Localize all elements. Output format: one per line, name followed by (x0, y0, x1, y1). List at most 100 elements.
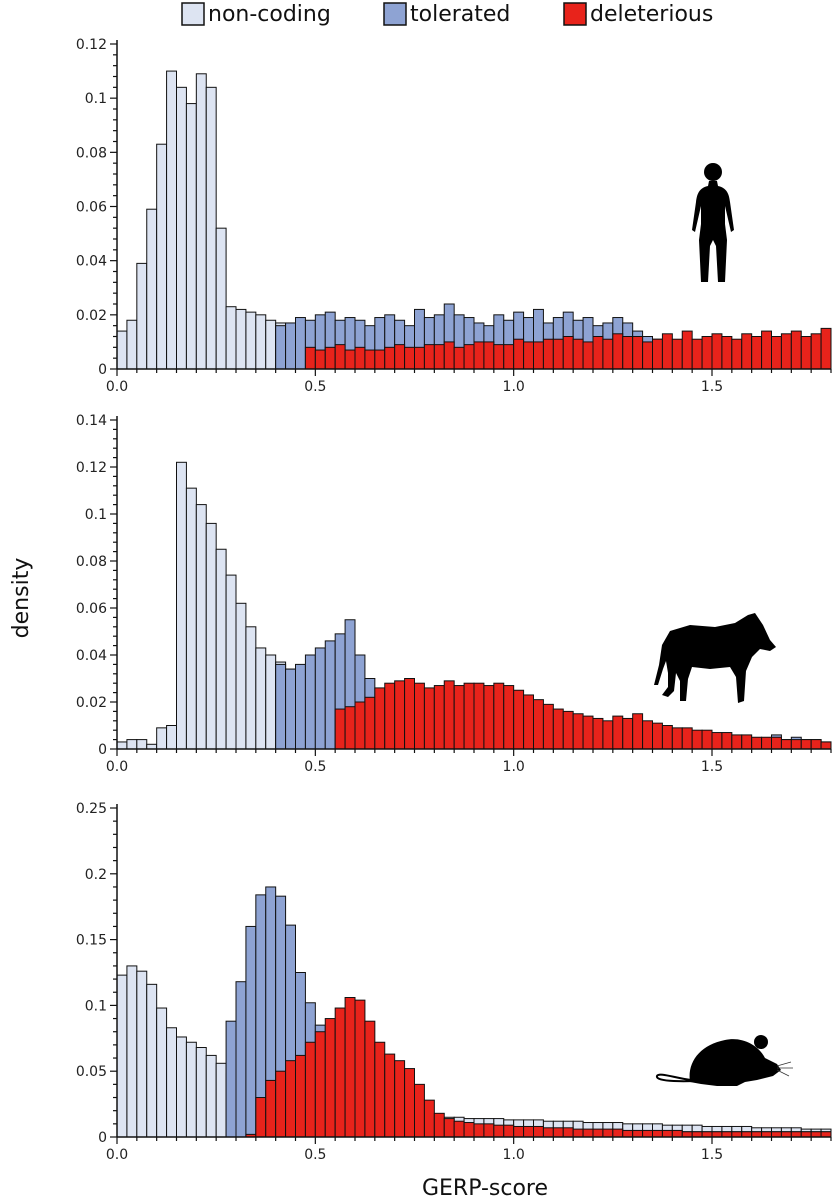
x-tick-label: 0.0 (106, 1147, 128, 1163)
bar-deleterious (731, 338, 743, 370)
bar-tolerated (295, 317, 306, 370)
x-tick-label: 1.5 (701, 759, 723, 775)
bar-deleterious (503, 344, 515, 370)
bar-deleterious (612, 1128, 624, 1138)
legend-swatch-tolerated (383, 2, 407, 26)
bar-deleterious (314, 1031, 326, 1138)
bar-deleterious (652, 1129, 663, 1138)
bar-deleterious (503, 1124, 515, 1138)
bar-deleterious (780, 1131, 792, 1138)
bar-deleterious (433, 685, 445, 750)
bar-non-coding (116, 974, 128, 1138)
bar-tolerated (295, 663, 306, 750)
bar-deleterious (265, 1079, 277, 1138)
legend-swatch-deleterious (563, 2, 587, 26)
legend-item-non-coding: non-coding (181, 2, 331, 27)
bar-non-coding (156, 1007, 168, 1138)
bar-deleterious (394, 1060, 406, 1138)
bar-deleterious (533, 1125, 544, 1138)
bar-non-coding (195, 73, 207, 370)
bar-deleterious (691, 1131, 703, 1138)
series-deleterious (245, 997, 832, 1138)
y-tick-label: 0.04 (76, 254, 107, 270)
bar-deleterious (453, 1120, 465, 1138)
bar-non-coding (245, 311, 257, 370)
bar-non-coding (195, 504, 207, 750)
panel-mouse: 0.0 0.5 1.0 1.5 0 0.05 0.1 0.15 0.2 0.25 (76, 801, 832, 1163)
bar-non-coding (205, 1054, 217, 1138)
legend-label-non-coding: non-coding (208, 2, 331, 27)
bar-non-coding (205, 522, 217, 750)
bar-deleterious (483, 1123, 495, 1138)
bar-deleterious (632, 336, 644, 370)
bar-deleterious (622, 1129, 634, 1138)
bar-deleterious (582, 341, 594, 370)
bar-deleterious (761, 1131, 773, 1138)
bar-deleterious (374, 687, 386, 750)
bar-deleterious (523, 1125, 535, 1138)
bar-deleterious (453, 346, 465, 370)
y-tick-label: 0.25 (76, 801, 107, 817)
bar-deleterious (731, 734, 743, 750)
bar-deleterious (741, 333, 753, 370)
bar-non-coding (146, 983, 158, 1138)
bar-deleterious (820, 741, 832, 750)
bar-non-coding (166, 70, 178, 370)
bar-non-coding (235, 308, 247, 370)
bar-non-coding (265, 319, 277, 370)
bar-deleterious (324, 1018, 336, 1138)
bar-deleterious (562, 710, 574, 750)
bar-deleterious (671, 727, 683, 750)
human-silhouette-icon (692, 163, 734, 282)
bar-deleterious (473, 341, 485, 370)
bar-non-coding (245, 626, 257, 750)
bar-deleterious (513, 1125, 525, 1138)
y-tick-label: 0.15 (76, 933, 107, 949)
bar-deleterious (533, 699, 544, 750)
bar-deleterious (493, 682, 505, 750)
bar-deleterious (661, 1129, 673, 1138)
bar-deleterious (800, 336, 812, 370)
bar-deleterious (711, 1131, 723, 1138)
bar-deleterious (721, 336, 733, 370)
bar-deleterious (523, 694, 535, 750)
x-ticks: 0.0 0.5 1.0 1.5 (106, 369, 832, 395)
y-tick-label: 0.14 (76, 413, 107, 429)
bar-deleterious (681, 330, 693, 370)
bar-non-coding (185, 1041, 197, 1138)
bar-non-coding (185, 103, 197, 370)
y-tick-label: 0.1 (85, 91, 107, 107)
bar-deleterious (433, 1112, 445, 1138)
bar-deleterious (344, 706, 356, 750)
x-tick-label: 1.0 (503, 1147, 525, 1163)
bar-deleterious (612, 333, 624, 370)
bar-deleterious (592, 717, 604, 750)
bar-deleterious (423, 344, 435, 370)
bar-deleterious (354, 999, 366, 1138)
bar-deleterious (780, 739, 792, 750)
series-deleterious (334, 678, 832, 750)
bars-wolf (116, 461, 832, 750)
bar-non-coding (185, 487, 197, 750)
x-tick-label: 0.5 (304, 759, 326, 775)
bar-deleterious (642, 341, 654, 370)
bar-deleterious (741, 1131, 753, 1138)
bar-deleterious (771, 336, 782, 370)
bar-deleterious (364, 349, 376, 370)
y-tick-label: 0.02 (76, 308, 107, 324)
x-ticks: 0.0 0.5 1.0 1.5 (106, 749, 832, 775)
bar-deleterious (404, 678, 415, 750)
y-tick-label: 0.08 (76, 554, 107, 570)
bar-deleterious (602, 1128, 614, 1138)
bar-deleterious (314, 349, 326, 370)
bar-deleterious (592, 1128, 604, 1138)
bar-non-coding (116, 741, 128, 750)
bar-tolerated (314, 647, 326, 750)
bar-deleterious (602, 338, 614, 370)
bar-deleterious (711, 333, 723, 370)
bar-deleterious (304, 346, 316, 370)
y-tick-label: 0.05 (76, 1064, 107, 1080)
legend-item-deleterious: deleterious (563, 2, 713, 27)
legend-swatch-non-coding (181, 2, 205, 26)
